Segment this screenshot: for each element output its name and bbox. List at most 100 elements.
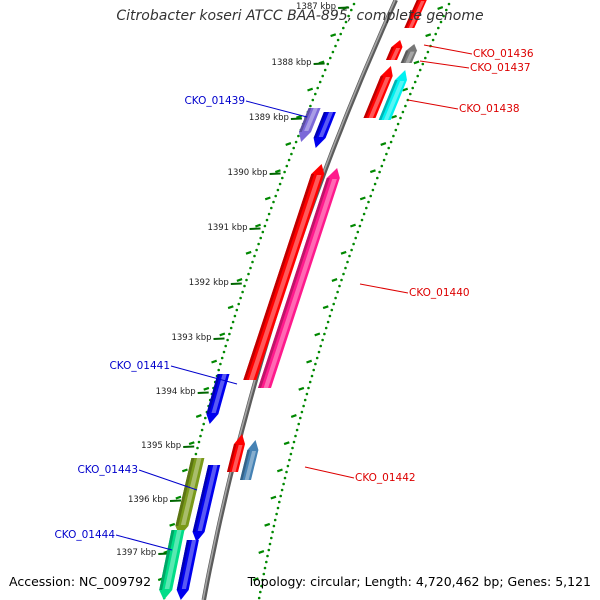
gc-dot — [294, 140, 298, 144]
scale-tick — [425, 33, 432, 38]
gc-dot — [267, 548, 271, 552]
callout-line — [170, 365, 238, 385]
gc-dot — [312, 368, 316, 372]
gene-arrow-highlight — [304, 108, 318, 131]
gc-dot — [434, 32, 438, 36]
gc-dot — [217, 368, 220, 372]
gene-label[interactable]: CKO_01439 — [184, 95, 245, 107]
gc-dot — [303, 398, 307, 402]
gc-dot — [259, 590, 262, 594]
scale-tick — [219, 332, 226, 337]
scale-tick — [169, 522, 176, 527]
gc-dot — [352, 242, 355, 246]
gc-dot — [336, 290, 339, 294]
gene-arrow-highlight — [211, 374, 227, 413]
gene-g12[interactable] — [175, 458, 205, 536]
gc-dot — [376, 176, 379, 180]
gc-dot — [278, 500, 281, 504]
gene-arrow-highlight — [383, 81, 405, 120]
gc-dot — [276, 188, 280, 192]
gene-label[interactable]: CKO_01437 — [470, 62, 531, 74]
scale-label-tick — [269, 172, 281, 175]
gene-g10[interactable] — [227, 434, 245, 472]
gc-dot — [389, 140, 393, 144]
scale-tick — [181, 468, 188, 473]
gene-label[interactable]: CKO_01442 — [355, 472, 416, 484]
scale-tick — [245, 250, 252, 255]
gc-dot — [360, 218, 364, 222]
callout-line — [245, 100, 308, 118]
gc-dot — [276, 506, 280, 510]
gene-label[interactable]: CKO_01438 — [459, 103, 520, 115]
gene-g0[interactable] — [404, 0, 427, 28]
gc-dot — [243, 284, 246, 288]
gc-dot — [324, 326, 328, 330]
gc-dot — [358, 224, 362, 228]
gc-dot — [265, 218, 269, 222]
gene-g4[interactable] — [378, 70, 407, 120]
gene-label[interactable]: CKO_01444 — [54, 529, 115, 541]
gene-g7[interactable] — [243, 164, 325, 380]
gc-dot — [251, 260, 254, 264]
gc-dot — [314, 92, 317, 96]
scale-tick — [307, 87, 314, 92]
gc-dot — [231, 320, 235, 324]
gene-arrow-highlight — [263, 179, 337, 388]
gc-dot — [288, 458, 291, 462]
gene-label[interactable]: CKO_01436 — [473, 48, 534, 60]
gc-dot — [332, 302, 336, 306]
gene-arrow-highlight — [368, 77, 390, 118]
gc-dot — [280, 488, 284, 492]
gc-dot — [321, 74, 325, 78]
gc-dot — [263, 566, 267, 570]
scale-label-tick — [313, 62, 325, 65]
gene-arrow-highlight — [248, 175, 322, 380]
gene-arrow-shade — [299, 108, 312, 132]
gene-g1[interactable] — [386, 40, 403, 60]
gene-label[interactable]: CKO_01441 — [109, 360, 170, 372]
gene-g8[interactable] — [258, 168, 340, 388]
gene-g15[interactable] — [176, 540, 199, 600]
gene-label[interactable]: CKO_01440 — [409, 287, 470, 299]
gene-g13[interactable] — [192, 465, 221, 542]
gc-dot — [354, 236, 358, 240]
gc-dot — [259, 236, 263, 240]
callout-line — [115, 534, 173, 551]
gc-dot — [263, 224, 267, 228]
gene-g3[interactable] — [363, 66, 393, 118]
gene-g6[interactable] — [313, 112, 336, 148]
scale-tick — [270, 495, 277, 500]
gc-dot — [373, 182, 377, 186]
gc-dot — [442, 14, 445, 18]
gene-g5[interactable] — [299, 108, 321, 142]
gene-g2[interactable] — [400, 44, 417, 63]
scale-tick — [264, 522, 271, 527]
gc-dot — [261, 230, 265, 234]
gene-callouts: CKO_01436 CKO_01437 CKO_01438 CKO_01439 CKO_… — [54, 44, 534, 551]
gc-dot — [331, 50, 335, 54]
gene-g9[interactable] — [206, 374, 230, 424]
gc-dot — [305, 392, 309, 396]
gene-arrow-shade — [192, 465, 211, 532]
scale-label: 1392 kbp — [189, 278, 229, 288]
scale-label: 1396 kbp — [128, 495, 168, 505]
scale-label-tick — [169, 499, 182, 502]
scale-tick — [283, 441, 290, 446]
gc-dot — [265, 560, 268, 564]
gene-label[interactable]: CKO_01443 — [77, 464, 138, 476]
gc-dot — [270, 206, 273, 210]
gene-arrow-shade — [243, 174, 315, 380]
gene-arrow-shade — [176, 540, 190, 590]
gene-g14[interactable] — [159, 530, 185, 600]
gc-dot — [289, 452, 293, 456]
gc-dot — [302, 404, 305, 408]
gc-dot — [344, 266, 347, 270]
gc-dot — [344, 20, 348, 24]
gc-dot — [396, 122, 400, 126]
gene-arrow-shade — [240, 450, 250, 480]
gc-dot — [411, 86, 415, 90]
gene-g11[interactable] — [240, 440, 259, 480]
gc-dot — [233, 314, 237, 318]
gene-arrow-shade — [313, 112, 327, 138]
gc-dot — [399, 116, 402, 120]
